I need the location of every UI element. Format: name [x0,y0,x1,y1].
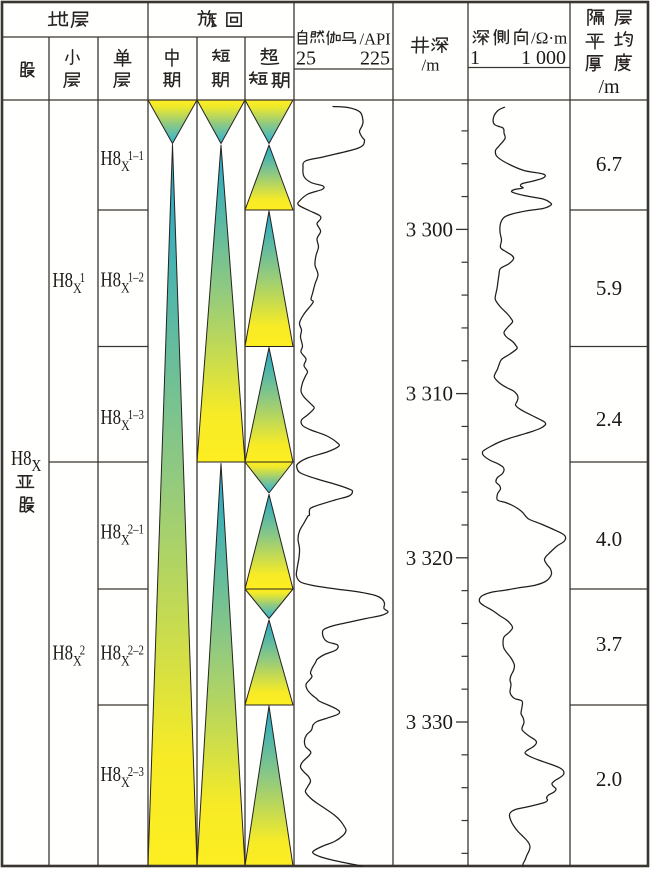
svg-text:3 310: 3 310 [406,382,453,406]
svg-text:5.9: 5.9 [596,276,622,300]
svg-text:1 000: 1 000 [521,47,566,69]
svg-text:4.0: 4.0 [596,527,622,551]
svg-text:/m: /m [422,56,440,75]
svg-text:1: 1 [470,47,480,69]
svg-text:25: 25 [296,48,316,70]
svg-text:225: 225 [360,48,390,70]
svg-text:/m: /m [598,76,620,98]
svg-text:3 320: 3 320 [406,546,453,570]
svg-text:6.7: 6.7 [596,152,622,176]
svg-text:2.0: 2.0 [596,767,622,791]
svg-text:3 300: 3 300 [406,217,453,241]
svg-text:/Ω·m: /Ω·m [531,29,567,48]
svg-text:2.4: 2.4 [596,407,623,431]
svg-text:H8X1: H8X1 [53,269,86,296]
svg-text:3.7: 3.7 [596,632,622,656]
svg-text:3 330: 3 330 [406,710,453,734]
svg-text:/API: /API [360,30,391,49]
svg-text:H8X2: H8X2 [53,642,86,669]
